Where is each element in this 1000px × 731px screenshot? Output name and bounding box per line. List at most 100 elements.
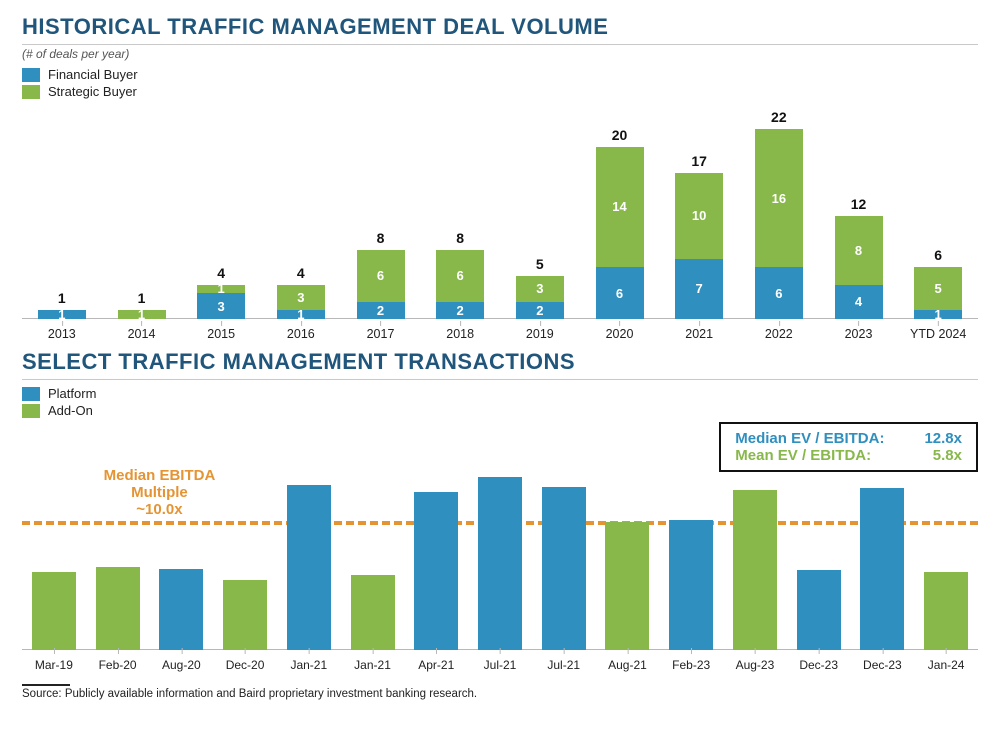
chart1-bar: 17107 <box>675 173 723 319</box>
chart1-legend: Financial Buyer Strategic Buyer <box>22 67 978 99</box>
chart1-seg-strategic: 6 <box>357 250 405 302</box>
chart2-xtick: Apr-21 <box>418 658 454 672</box>
chart1-total-label: 12 <box>835 196 883 212</box>
chart1-legend-label: Strategic Buyer <box>48 84 137 99</box>
platform-swatch <box>22 387 40 401</box>
chart1-seg-financial: 1 <box>38 310 86 319</box>
chart2-xtick: Aug-20 <box>162 658 201 672</box>
chart1-bar: 22166 <box>755 129 803 319</box>
chart1-seg-strategic: 1 <box>118 310 166 319</box>
chart1-total-label: 1 <box>38 290 86 306</box>
strategic-swatch <box>22 85 40 99</box>
chart1-seg-financial: 2 <box>357 302 405 319</box>
chart2-legend-addon: Add-On <box>22 403 978 418</box>
stats-median: Median EV / EBITDA: 12.8x <box>735 430 962 447</box>
chart2-bar <box>733 490 777 650</box>
chart1-seg-strategic: 5 <box>914 267 962 310</box>
source-text: Source: Publicly available information a… <box>22 688 978 700</box>
chart2-bar <box>223 580 267 650</box>
chart1-seg-financial: 2 <box>436 302 484 319</box>
chart1-total-label: 4 <box>197 265 245 281</box>
chart1-total-label: 5 <box>516 256 564 272</box>
chart2-bar <box>478 477 522 650</box>
chart1-total-label: 20 <box>596 127 644 143</box>
chart1-legend-strategic: Strategic Buyer <box>22 84 978 99</box>
chart2-xtick: Jul-21 <box>547 658 580 672</box>
chart1-seg-strategic: 16 <box>755 129 803 267</box>
chart2-bar <box>669 520 713 650</box>
chart2-bar <box>287 485 331 650</box>
chart1-seg-strategic: 6 <box>436 250 484 302</box>
chart1-xtick: 2015 <box>207 327 235 341</box>
chart2-title: SELECT TRAFFIC MANAGEMENT TRANSACTIONS <box>22 349 978 375</box>
chart2-xtick: Mar-19 <box>35 658 73 672</box>
chart1-seg-financial: 6 <box>755 267 803 319</box>
chart1-xtick: 2013 <box>48 327 76 341</box>
chart1-bar: 11 <box>118 310 166 319</box>
source-rule <box>22 684 70 686</box>
chart2-bar <box>860 488 904 650</box>
chart1-legend-financial: Financial Buyer <box>22 67 978 82</box>
chart1-xtick: YTD 2024 <box>910 327 966 341</box>
chart1-seg-financial: 1 <box>914 310 962 319</box>
chart1-bar: 532 <box>516 276 564 319</box>
chart2-bar <box>159 569 203 650</box>
chart2-bar <box>414 492 458 650</box>
chart1-bar: 20146 <box>596 147 644 319</box>
chart1-total-label: 8 <box>436 230 484 246</box>
chart2-xtick: Aug-23 <box>736 658 775 672</box>
chart1-xtick: 2017 <box>367 327 395 341</box>
chart1-total-label: 1 <box>118 290 166 306</box>
chart2-bar <box>797 570 841 650</box>
chart1-bar: 862 <box>436 250 484 319</box>
chart1-total-label: 17 <box>675 153 723 169</box>
chart1-xtick: 2014 <box>128 327 156 341</box>
chart1-legend-label: Financial Buyer <box>48 67 138 82</box>
chart1-seg-financial: 2 <box>516 302 564 319</box>
chart1-seg-strategic: 3 <box>516 276 564 302</box>
source-block: Source: Publicly available information a… <box>22 684 978 700</box>
chart1-total-label: 4 <box>277 265 325 281</box>
chart1-total-label: 22 <box>755 109 803 125</box>
chart2-xtick: Jan-21 <box>354 658 391 672</box>
chart2-xtick: Feb-23 <box>672 658 710 672</box>
chart2-xtick: Aug-21 <box>608 658 647 672</box>
chart2-bar <box>542 487 586 650</box>
chart2-xtick: Feb-20 <box>99 658 137 672</box>
chart2-xtick: Dec-23 <box>799 658 838 672</box>
chart1-xtick: 2021 <box>685 327 713 341</box>
chart1-title-rule <box>22 44 978 45</box>
chart1-plot: 1111413431862862532201461710722166128465… <box>22 101 978 319</box>
chart1-seg-strategic: 14 <box>596 147 644 268</box>
chart1-seg-strategic: 10 <box>675 173 723 259</box>
chart1-section: HISTORICAL TRAFFIC MANAGEMENT DEAL VOLUM… <box>22 14 978 341</box>
chart1-seg-financial: 6 <box>596 267 644 319</box>
chart2-legend-platform: Platform <box>22 386 978 401</box>
chart1-xtick: 2022 <box>765 327 793 341</box>
chart2-title-rule <box>22 379 978 380</box>
chart2-bar <box>924 572 968 650</box>
chart1-bar: 1284 <box>835 216 883 319</box>
chart2-xtick: Jan-24 <box>928 658 965 672</box>
chart2-xtick: Dec-20 <box>226 658 265 672</box>
chart1-xtick: 2016 <box>287 327 315 341</box>
chart2-section: SELECT TRAFFIC MANAGEMENT TRANSACTIONS P… <box>22 349 978 680</box>
chart1-bar: 431 <box>277 285 325 319</box>
chart1-title: HISTORICAL TRAFFIC MANAGEMENT DEAL VOLUM… <box>22 14 978 40</box>
chart1-seg-financial: 4 <box>835 285 883 319</box>
chart1-xaxis: 2013201420152016201720182019202020212022… <box>22 319 978 341</box>
stats-median-value: 12.8x <box>924 430 962 447</box>
chart2-bar <box>605 522 649 650</box>
chart2-xtick: Dec-23 <box>863 658 902 672</box>
chart1-seg-financial: 1 <box>277 310 325 319</box>
chart1-xtick: 2023 <box>845 327 873 341</box>
chart1-bar: 413 <box>197 285 245 319</box>
chart2-xtick: Jan-21 <box>290 658 327 672</box>
chart2-bar <box>96 567 140 650</box>
addon-swatch <box>22 404 40 418</box>
chart2-bar <box>32 572 76 650</box>
chart1-bar: 651 <box>914 267 962 319</box>
chart1-bar: 11 <box>38 310 86 319</box>
chart1-seg-strategic: 8 <box>835 216 883 285</box>
chart1-xtick: 2019 <box>526 327 554 341</box>
